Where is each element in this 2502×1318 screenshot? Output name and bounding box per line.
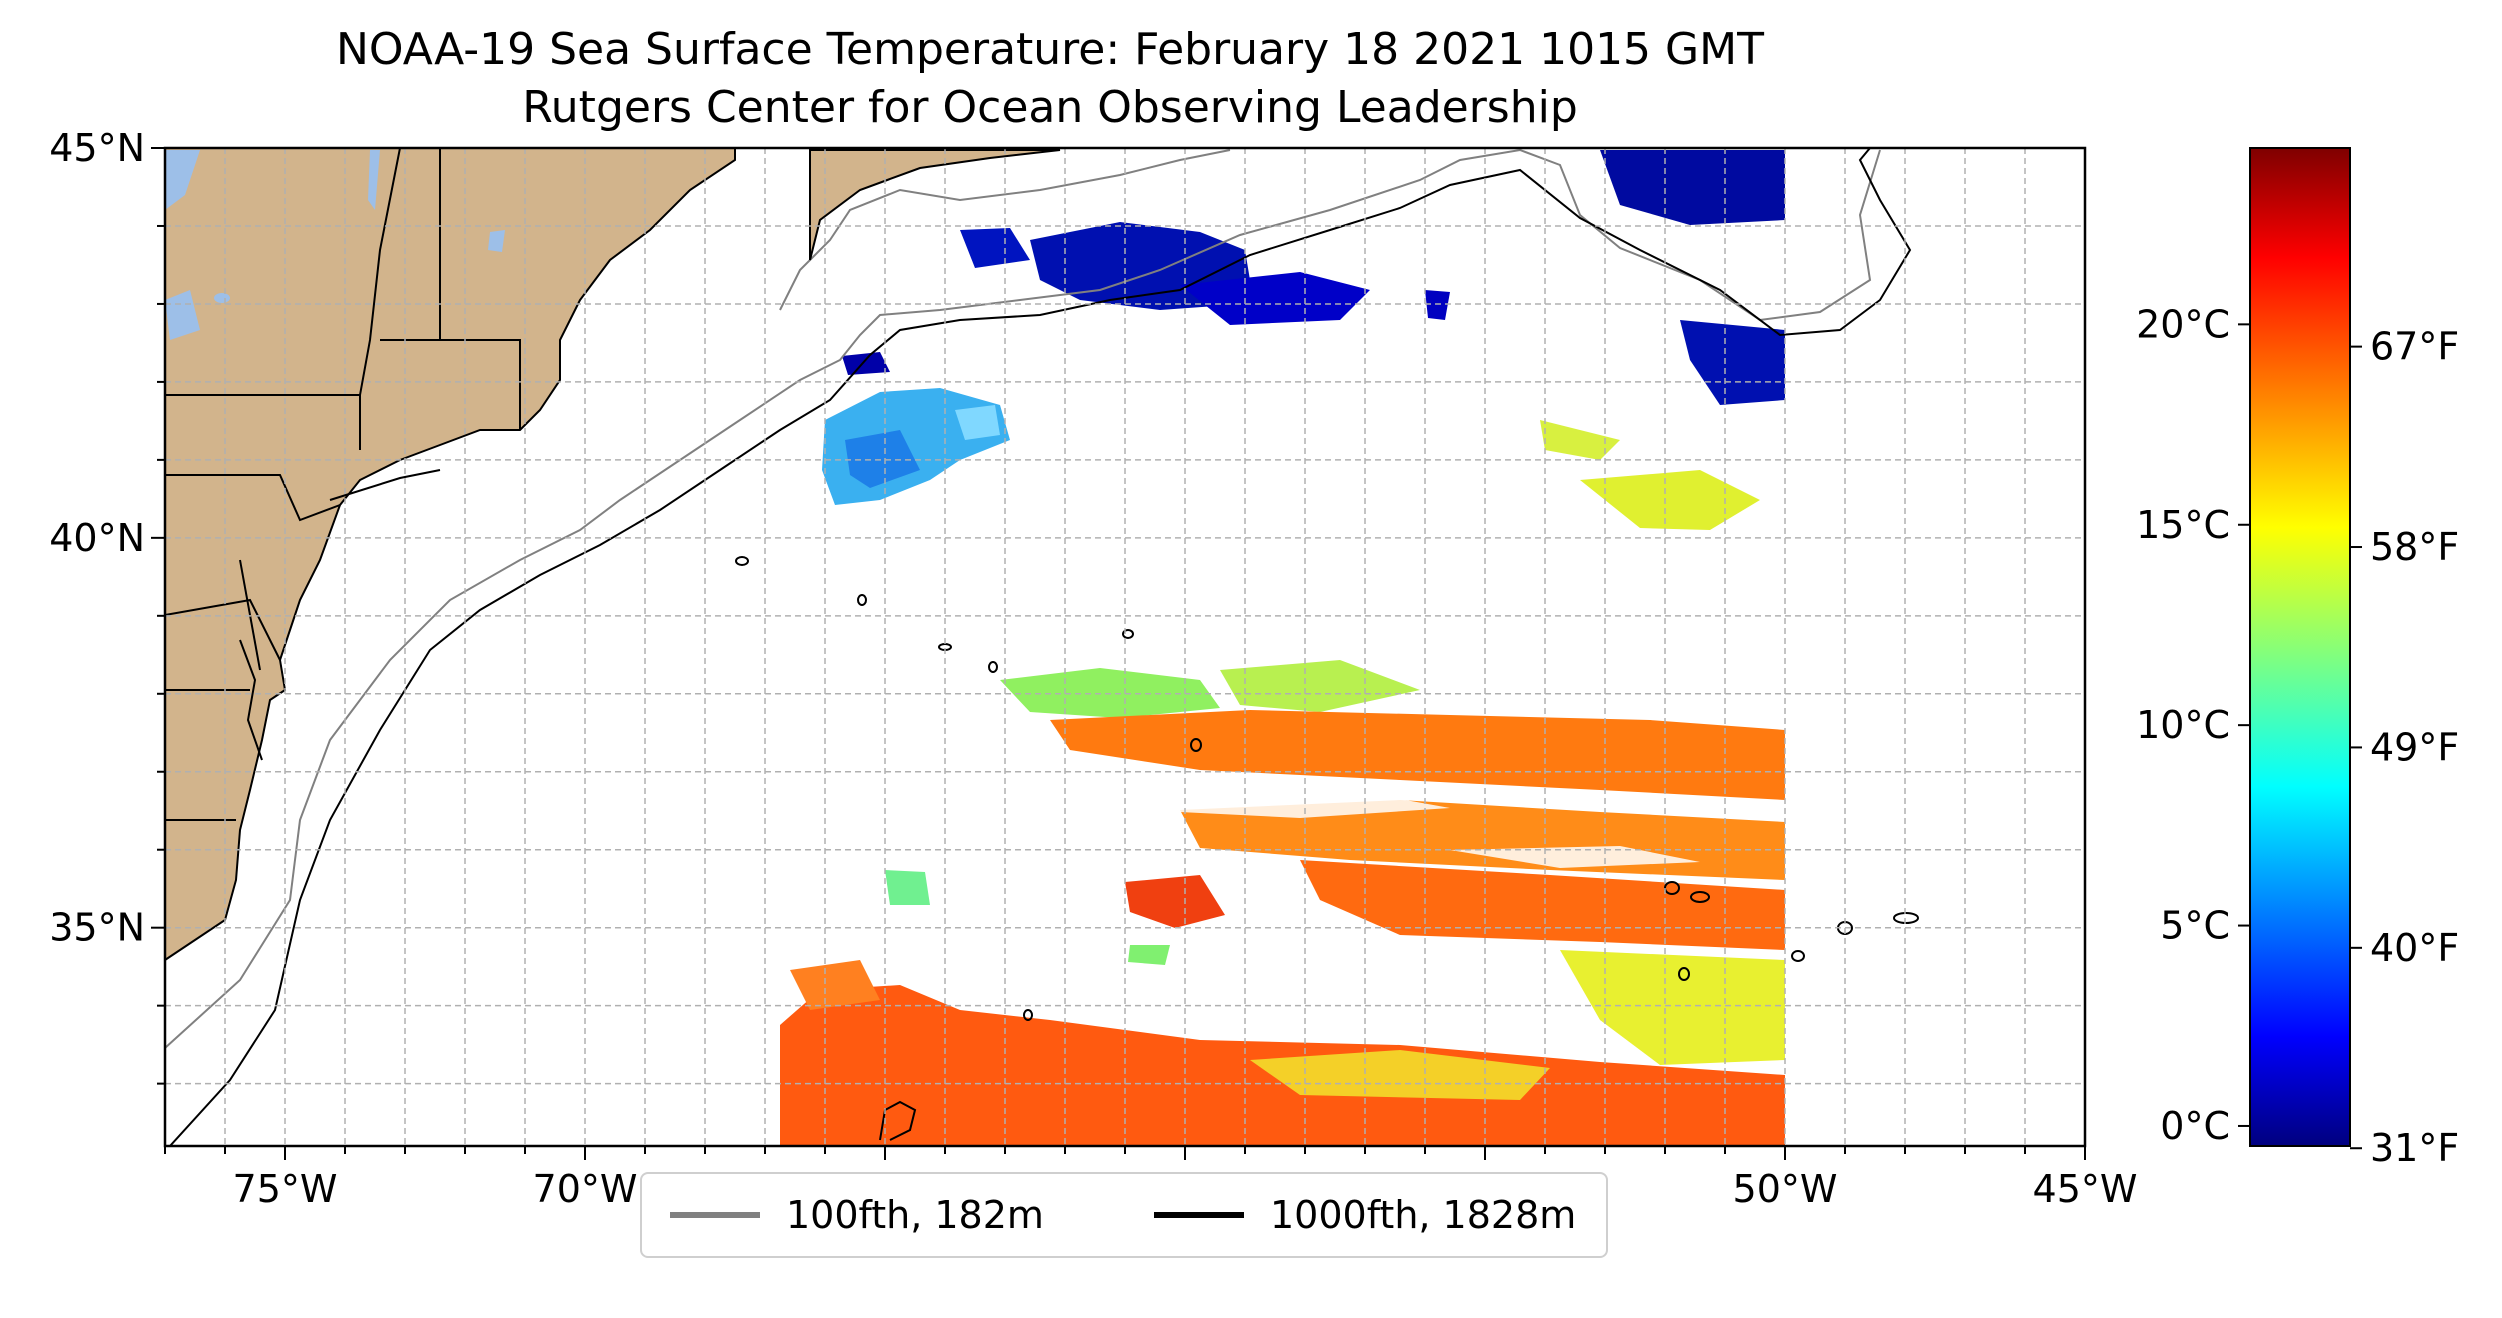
celsius-tick-label: 5°C <box>2160 904 2230 948</box>
land-nova-scotia <box>809 149 1061 261</box>
seamount-contour <box>1690 891 1710 903</box>
legend-item-100fth: 100fth, 182m <box>670 1174 1044 1256</box>
sst-cool-patch <box>955 405 1000 440</box>
sst-mild-patch <box>1220 660 1420 712</box>
lon-tick-label: 70°W <box>533 1167 638 1211</box>
sst-cold-patch <box>960 228 1030 268</box>
sst-mild-patch <box>1128 945 1170 965</box>
chart-title: NOAA-19 Sea Surface Temperature: Februar… <box>336 24 1764 75</box>
coastline-detail <box>239 469 441 761</box>
contour-legend: 100fth, 182m 1000fth, 1828m <box>640 1172 1608 1258</box>
seamount-contour <box>1190 738 1202 752</box>
lake <box>214 293 230 303</box>
lat-tick-label: 35°N <box>49 906 145 950</box>
fahrenheit-tick-label: 67°F <box>2370 325 2459 369</box>
map-area <box>165 148 1919 1146</box>
legend-label-1000fth: 1000fth, 1828m <box>1270 1193 1577 1237</box>
bathymetry-contours <box>165 148 1912 1146</box>
contour-100fth <box>165 148 1881 1049</box>
sst-warm-band <box>790 960 880 1010</box>
sst-cold-patch <box>1180 272 1370 325</box>
lon-tick-label: 45°W <box>2033 1167 2138 1211</box>
state-border <box>239 559 261 671</box>
contour-100fth <box>779 149 1231 311</box>
lat-axis: 45°N 40°N 35°N <box>49 126 165 1085</box>
seamount-contour <box>1791 950 1805 962</box>
sst-warm-band <box>1300 860 1785 950</box>
celsius-tick-label: 15°C <box>2136 503 2230 547</box>
lake <box>368 150 380 210</box>
land-us-east-coast <box>165 148 736 962</box>
seamounts <box>735 556 1919 1141</box>
celsius-tick-label: 20°C <box>2136 302 2230 346</box>
contour-1000fth <box>169 148 1912 1146</box>
cloud-gap <box>1450 846 1700 868</box>
legend-item-1000fth: 1000fth, 1828m <box>1154 1174 1576 1256</box>
coastline <box>239 639 263 761</box>
celsius-tick-label: 0°C <box>2160 1104 2230 1148</box>
seamount-contour <box>857 594 867 606</box>
celsius-tick-label: 10°C <box>2136 703 2230 747</box>
seamount-contour <box>1678 967 1690 981</box>
seamount-contour <box>988 661 998 673</box>
lake <box>488 230 505 252</box>
sst-warm-band <box>1125 875 1225 928</box>
sst-cool-patch <box>845 430 920 488</box>
seamount-contour <box>1023 1009 1033 1021</box>
sst-mild-patch <box>1540 420 1620 460</box>
sst-cold-patch <box>1680 320 1785 405</box>
sst-mild-patch <box>1560 950 1785 1065</box>
fahrenheit-tick-label: 40°F <box>2370 926 2459 970</box>
seamount-contour <box>1122 629 1134 639</box>
state-boundaries <box>165 148 521 821</box>
sst-cold-patch <box>842 352 890 375</box>
sst-mild-patch <box>1000 668 1220 718</box>
inland-water <box>165 150 505 340</box>
sst-mild-patch <box>1250 1050 1550 1100</box>
state-border <box>165 474 341 522</box>
sst-warm-band <box>1050 710 1785 800</box>
sst-mild-patch <box>885 870 930 905</box>
colorbar <box>2249 147 2351 1147</box>
legend-label-100fth: 100fth, 182m <box>786 1193 1044 1237</box>
legend-line-black <box>1154 1212 1244 1218</box>
sst-data-layer <box>780 150 1785 1146</box>
lake <box>165 290 200 340</box>
sst-cold-patch <box>1425 290 1450 320</box>
fahrenheit-tick-label: 31°F <box>2370 1126 2459 1170</box>
fahrenheit-tick-label: 49°F <box>2370 725 2459 769</box>
lake <box>165 150 200 210</box>
cloud-gap <box>1150 790 1450 818</box>
fahrenheit-tick-label: 58°F <box>2370 525 2459 569</box>
sst-mild-patch <box>1580 470 1760 530</box>
state-border <box>359 148 401 396</box>
chart-subtitle: Rutgers Center for Ocean Observing Leade… <box>522 82 1578 133</box>
seamount-contour <box>879 1100 917 1141</box>
seamount-contour <box>735 556 749 566</box>
lon-tick-label: 75°W <box>233 1167 338 1211</box>
legend-line-gray <box>670 1212 760 1218</box>
lat-tick-label: 45°N <box>49 126 145 170</box>
coastline <box>329 469 441 501</box>
state-border <box>380 339 521 430</box>
lon-tick-label: 50°W <box>1733 1167 1838 1211</box>
seamount-contour <box>1893 912 1919 924</box>
colorbar-celsius-axis: 0°C 5°C 10°C 15°C 20°C <box>2136 302 2250 1148</box>
lat-tick-label: 40°N <box>49 516 145 560</box>
colorbar-fahrenheit-axis: 31°F 40°F 49°F 58°F 67°F <box>2350 325 2459 1170</box>
state-border <box>165 598 281 661</box>
sst-cold-patch <box>1600 150 1785 225</box>
